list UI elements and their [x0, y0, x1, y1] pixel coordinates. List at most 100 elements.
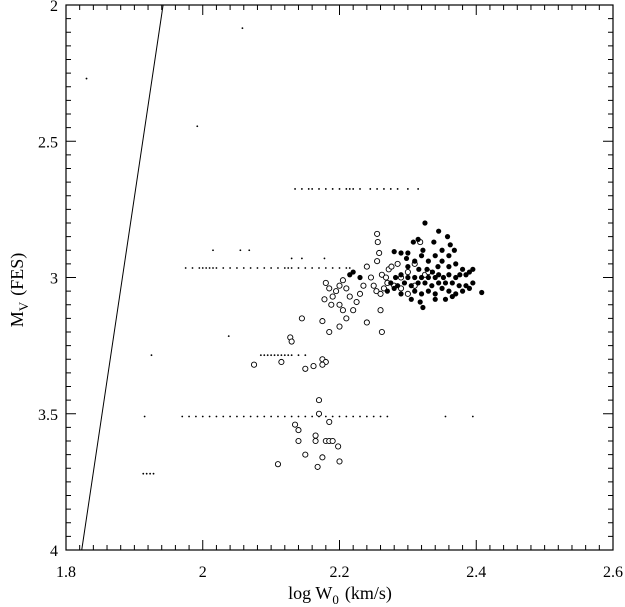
filled-circle-point	[429, 283, 435, 289]
small-dot	[338, 188, 341, 190]
open-circle-point	[388, 263, 395, 270]
small-dot	[471, 415, 474, 418]
filled-circle-point	[447, 242, 453, 248]
open-circle-point	[328, 301, 335, 308]
small-dot	[345, 415, 348, 418]
y-tick-label: 2	[50, 0, 58, 15]
x-axis-label-unit: (km/s)	[345, 583, 392, 604]
filled-circle-point	[449, 280, 455, 286]
small-dot	[297, 415, 300, 418]
filled-circle-point	[415, 280, 421, 286]
filled-circle-point	[470, 266, 476, 272]
filled-circle-point	[436, 228, 442, 234]
open-circle-point	[292, 421, 299, 428]
small-dot	[191, 267, 194, 269]
filled-circle-point	[432, 253, 438, 259]
small-dot	[205, 267, 208, 269]
open-circle-point	[295, 437, 302, 445]
small-dot	[396, 188, 399, 190]
open-circle-point	[326, 285, 333, 292]
open-circle-point	[322, 279, 329, 287]
small-dot	[215, 415, 218, 418]
small-dot	[311, 267, 314, 269]
small-dot	[273, 354, 276, 357]
filled-circle-point	[408, 283, 414, 289]
filled-circle-point	[424, 266, 430, 272]
open-circle-point	[278, 358, 285, 366]
x-tick-label: 1.8	[56, 564, 76, 581]
filled-circle-point	[459, 288, 466, 294]
small-dot	[352, 188, 355, 190]
filled-circle-point	[408, 296, 414, 302]
small-dot	[249, 415, 252, 418]
small-dot	[239, 249, 242, 252]
small-dot	[386, 415, 389, 418]
filled-circle-point	[412, 258, 418, 264]
small-dot	[85, 77, 88, 80]
filled-circle-point	[388, 280, 394, 286]
filled-circle-point	[470, 280, 476, 286]
open-circle-point	[377, 307, 384, 314]
small-dot	[256, 415, 259, 418]
small-dot	[208, 267, 211, 269]
small-dot	[263, 415, 266, 418]
small-dot	[383, 188, 385, 190]
open-circle-point	[335, 443, 342, 450]
filled-circle-point	[418, 291, 425, 297]
filled-circle-point	[425, 288, 431, 294]
small-dot	[331, 188, 334, 190]
filled-circle-point	[459, 266, 466, 272]
small-dot	[229, 267, 232, 269]
filled-circle-point	[442, 296, 449, 302]
x-tick-label: 2.2	[330, 564, 350, 581]
small-dot	[215, 267, 218, 269]
open-circle-point	[404, 290, 411, 297]
open-circle-point	[250, 361, 258, 368]
small-dot	[376, 188, 379, 190]
filled-circle-point	[357, 274, 363, 281]
filled-circle-point	[446, 288, 452, 294]
small-dot	[283, 267, 286, 269]
open-circle-point	[321, 296, 328, 303]
filled-circle-series	[347, 220, 485, 311]
y-tick-label: 3	[50, 271, 58, 288]
open-circle-point	[336, 282, 343, 289]
small-dot	[318, 188, 320, 190]
filled-circle-point	[420, 304, 426, 311]
small-dot	[348, 188, 351, 190]
open-circle-point	[356, 290, 364, 297]
small-dot	[379, 415, 382, 418]
small-dot	[270, 267, 273, 269]
open-circle-point	[363, 263, 370, 270]
filled-circle-point	[418, 274, 425, 281]
small-dot	[287, 267, 290, 269]
small-dot	[406, 188, 409, 190]
y-axis-label-subscript: V	[16, 301, 31, 311]
filled-circle-point	[435, 264, 441, 270]
small-dot	[236, 415, 238, 418]
small-dot	[212, 267, 214, 269]
small-dot	[369, 188, 372, 190]
small-dot	[277, 354, 279, 357]
small-dot	[318, 267, 320, 269]
filled-circle-point	[442, 280, 449, 286]
filled-circle-point	[436, 272, 442, 278]
small-dot	[198, 267, 201, 269]
small-dot	[256, 267, 259, 269]
filled-circle-point	[446, 253, 452, 259]
open-circle-point	[376, 249, 383, 257]
small-dot	[417, 188, 420, 190]
open-circle-point	[373, 288, 380, 295]
filled-circle-point	[453, 274, 459, 281]
filled-circle-point	[412, 288, 418, 294]
filled-circle-point	[398, 272, 404, 278]
x-tick-label: 2.6	[603, 564, 623, 581]
small-dot	[290, 415, 293, 418]
open-circle-point	[343, 285, 350, 292]
filled-circle-point	[347, 272, 353, 278]
filled-circle-point	[422, 220, 428, 226]
small-dot	[280, 354, 283, 357]
small-dot	[294, 188, 296, 190]
open-circle-point	[302, 365, 309, 372]
filled-circle-point	[479, 289, 485, 296]
